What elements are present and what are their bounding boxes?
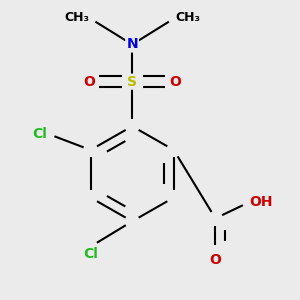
Text: Cl: Cl: [83, 247, 98, 261]
Text: N: N: [126, 38, 138, 52]
Text: CH₃: CH₃: [175, 11, 200, 24]
Text: Cl: Cl: [33, 127, 47, 141]
Text: OH: OH: [250, 195, 273, 209]
Text: O: O: [169, 75, 181, 88]
Text: O: O: [209, 253, 221, 266]
Text: S: S: [127, 75, 137, 88]
Text: O: O: [83, 75, 95, 88]
Text: CH₃: CH₃: [64, 11, 89, 24]
